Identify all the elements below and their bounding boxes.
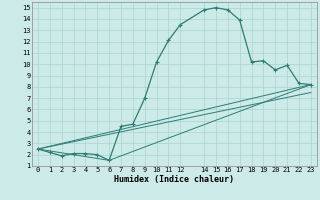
X-axis label: Humidex (Indice chaleur): Humidex (Indice chaleur) bbox=[115, 175, 234, 184]
